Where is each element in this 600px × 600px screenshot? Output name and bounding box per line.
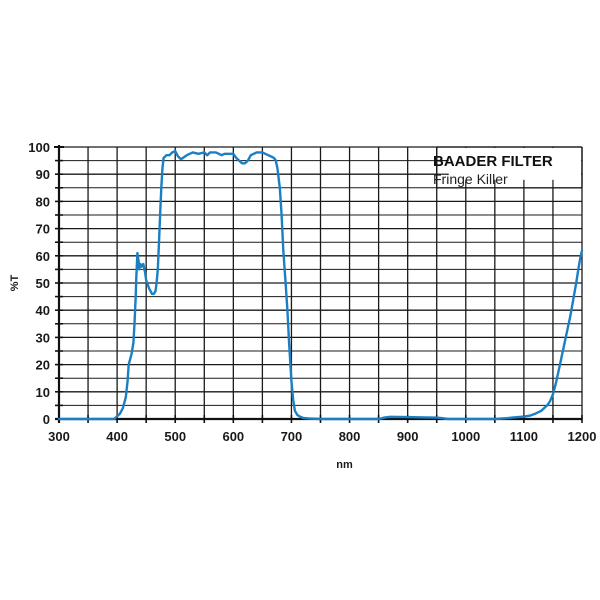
y-tick-label: 100	[28, 140, 50, 155]
y-tick-label: 90	[36, 167, 50, 182]
y-tick-label: 60	[36, 249, 50, 264]
x-axis-label: nm	[336, 459, 353, 471]
y-tick-label: 80	[36, 194, 50, 209]
x-tick-label: 300	[48, 429, 70, 444]
legend-subtitle: Fringe Killer	[433, 171, 508, 187]
x-tick-label: 700	[281, 429, 303, 444]
y-axis-ticks: 0 10 20 30 40 50 60 70 80 90 100	[28, 140, 50, 427]
x-tick-label: 800	[339, 429, 361, 444]
y-tick-label: 0	[43, 412, 50, 427]
x-tick-label: 1100	[510, 429, 538, 444]
x-tick-label: 1000	[451, 429, 480, 444]
chart-grid	[54, 145, 583, 423]
x-tick-label: 900	[397, 429, 419, 444]
x-tick-label: 600	[222, 429, 244, 444]
y-tick-label: 70	[36, 222, 50, 237]
y-tick-label: 50	[36, 276, 50, 291]
transmission-curve	[57, 149, 584, 421]
x-axis-ticks: 300 400 500 600 700 800 900 1000 1100 1200	[48, 429, 596, 444]
x-tick-label: 1200	[568, 429, 597, 444]
x-tick-label: 500	[164, 429, 186, 444]
y-tick-label: 20	[36, 358, 50, 373]
y-tick-label: 40	[36, 303, 50, 318]
y-axis-label: %T	[9, 274, 21, 291]
x-tick-label: 400	[106, 429, 128, 444]
y-tick-label: 30	[36, 330, 50, 345]
legend-title: BAADER FILTER	[433, 153, 553, 170]
y-tick-label: 10	[36, 385, 50, 400]
